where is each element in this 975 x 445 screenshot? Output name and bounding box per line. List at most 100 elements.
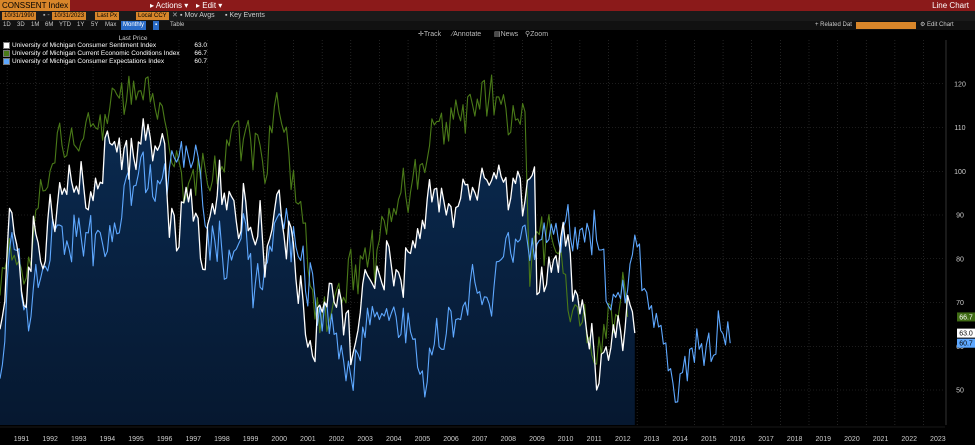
news-label: News [500,31,519,38]
start-date-field[interactable]: 10/31/1990 [2,12,37,20]
x-tick-label: 2006 [443,436,459,443]
legend-swatch-sentiment [3,42,10,49]
period-1m[interactable]: 1M [31,22,40,28]
x-tick-label: 2020 [844,436,860,443]
x-tick-label: 2012 [615,436,631,443]
x-tick-label: 2008 [501,436,517,443]
related-data-text: Related Dat [820,22,852,28]
edit-chart-label: Edit Chart [927,22,954,28]
legend-item-expectations: University of Michigan Consumer Expectat… [3,58,213,66]
key-events-label: Key Events [229,12,265,19]
legend-item-sentiment: University of Michigan Consumer Sentimen… [3,42,213,50]
annotate-tool[interactable]: ⁄ Annotate [452,31,482,38]
x-tick-label: 1993 [71,436,87,443]
mov-avgs-button[interactable]: ▪ Mov Avgs [180,12,215,19]
period-5y[interactable]: 5Y [91,22,99,28]
x-tick-label: 2015 [701,436,717,443]
title-bar: CONSSENT Index ▸ Actions ▾ ▸ Edit ▾ Line… [0,0,975,11]
x-tick-label: 2009 [529,436,545,443]
x-tick-label: 2023 [930,436,946,443]
x-tick-label: 2010 [558,436,574,443]
legend-label-current: University of Michigan Current Economic … [12,50,180,58]
y-tick-label: 100 [954,169,966,176]
y-tick-label: 90 [956,213,964,220]
price-type-select[interactable]: Last Px [95,12,120,20]
x-tick-label: 1994 [100,436,116,443]
period-ytd[interactable]: YTD [59,22,71,28]
x-tick-label: 2004 [386,436,402,443]
x-tick-label: 2002 [329,436,345,443]
actions-label: Actions [155,1,183,10]
tools-bar: ✛ Track ⁄ Annotate ▤ News ⚲ Zoom [0,30,975,39]
x-tick-label: 2018 [787,436,803,443]
x-tick-label: 1998 [214,436,230,443]
legend-value-current: 66.7 [194,50,207,57]
y-tick-label: 110 [954,125,965,132]
legend-item-current: University of Michigan Current Economic … [3,50,213,58]
period-1y[interactable]: 1Y [77,22,85,28]
sentiment-area [0,118,635,426]
x-tick-label: 2011 [587,436,602,443]
date-toolbar: 10/31/1990 ▪ - 10/31/2023 Last Px Local … [0,11,975,21]
x-tick-label: 1999 [243,436,259,443]
y-tick-label: 80 [956,256,964,263]
x-tick-label: 2021 [873,436,889,443]
sentiment-last-tag [957,328,975,338]
x-tick-label: 2017 [758,436,774,443]
x-tick-label: 2005 [415,436,431,443]
key-events-button[interactable]: ▪ Key Events [225,12,265,19]
table-button[interactable]: Table [170,22,185,28]
period-monthly[interactable]: Monthly [121,21,147,30]
mov-avgs-label: Mov Avgs [184,12,215,19]
x-tick-label: 1992 [42,436,58,443]
close-icon[interactable]: ✕ [172,12,178,19]
news-tool[interactable]: ▤ News [494,31,519,38]
related-data-field[interactable] [856,22,916,29]
end-date-field[interactable]: 10/31/2023 [52,12,87,20]
legend-header: Last Price [118,35,148,42]
legend-value-sentiment: 63.0 [194,42,207,49]
x-tick-label: 1991 [14,436,30,443]
annotate-label: Annotate [453,31,482,38]
y-tick-label: 70 [956,300,964,307]
x-tick-label: 2019 [816,436,832,443]
related-data-label[interactable]: + Related Dat [815,22,852,28]
x-tick-label: 2016 [730,436,746,443]
period-1d[interactable]: 1D [3,22,11,28]
track-label: Track [423,31,442,38]
calendar-icon[interactable]: ▪ - [43,12,50,19]
period-selector-icon[interactable]: ▪ [153,21,160,30]
x-tick-label: 1995 [128,436,144,443]
zoom-tool[interactable]: ⚲ Zoom [525,31,549,38]
chart-legend: Last Price University of Michigan Consum… [3,35,213,66]
period-max[interactable]: Max [105,22,117,28]
period-bar: 1D 3D 1M 6M YTD 1Y 5Y Max Monthly ▪ Tabl… [0,21,975,30]
actions-menu[interactable]: ▸ Actions ▾ [150,1,189,10]
currency-select[interactable]: Local CCY [136,12,169,20]
period-3d[interactable]: 3D [17,22,25,28]
edit-menu[interactable]: ▸ Edit ▾ [196,1,223,10]
x-tick-label: 2007 [472,436,488,443]
x-tick-label: 2003 [357,436,373,443]
chart-type-label: Line Chart [932,1,969,10]
x-tick-label: 2001 [300,436,316,443]
sentiment-line [0,118,636,391]
zoom-label: Zoom [530,31,549,38]
legend-value-expectations: 60.7 [194,58,207,65]
edit-chart-button[interactable]: ⚙ Edit Chart [920,22,954,28]
sentiment-last-value: 63.0 [959,331,973,338]
track-tool[interactable]: ✛ Track [418,31,442,38]
period-6m[interactable]: 6M [45,22,54,28]
expectations-last-tag [957,338,975,348]
x-tick-label: 2022 [901,436,917,443]
expectations-last-value: 60.7 [959,341,973,348]
x-tick-label: 1996 [157,436,173,443]
y-tick-label: 120 [954,81,966,88]
legend-swatch-expectations [3,58,10,65]
legend-label-sentiment: University of Michigan Consumer Sentimen… [12,42,157,50]
x-tick-label: 2000 [271,436,287,443]
ticker-field[interactable]: CONSSENT Index [0,0,70,11]
x-tick-label: 1997 [186,436,202,443]
expectations-line [0,140,731,403]
